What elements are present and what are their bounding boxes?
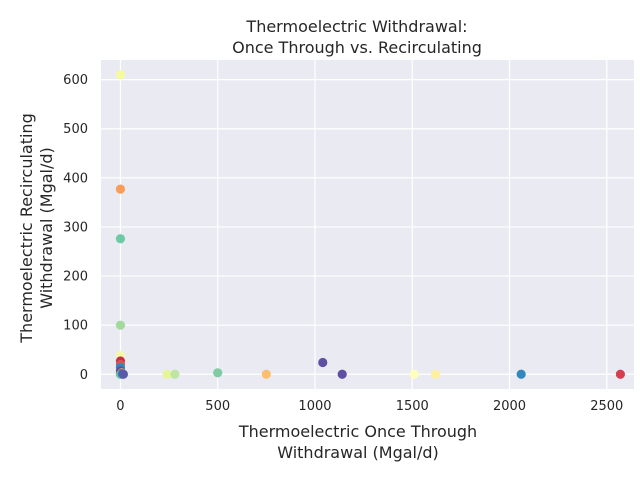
data-point bbox=[261, 369, 271, 379]
y-axis-label: Thermoelectric Recirculating Withdrawal … bbox=[17, 113, 56, 343]
x-tick-label: 2500 bbox=[590, 399, 623, 414]
data-point bbox=[318, 357, 328, 368]
y-tick-label: 200 bbox=[63, 270, 88, 285]
x-tick-label: 2000 bbox=[493, 399, 526, 414]
data-point bbox=[115, 184, 126, 194]
y-tick-label: 100 bbox=[63, 319, 88, 334]
data-point bbox=[409, 369, 419, 379]
plot-area bbox=[101, 60, 634, 389]
data-point bbox=[115, 234, 126, 244]
grid-lines bbox=[101, 60, 634, 389]
y-axis-label-line-1: Thermoelectric Recirculating bbox=[17, 113, 36, 343]
data-point bbox=[115, 70, 126, 80]
y-tick-label: 0 bbox=[80, 368, 88, 383]
data-point bbox=[516, 369, 526, 379]
x-axis-label-line-2: Withdrawal (Mgal/d) bbox=[277, 443, 439, 462]
x-tick-labels: 0 500 1000 1500 2000 2500 bbox=[116, 399, 623, 414]
data-point bbox=[170, 369, 180, 379]
chart-title-line-1: Thermoelectric Withdrawal: bbox=[245, 17, 467, 36]
y-tick-labels: 0 100 200 300 400 500 600 bbox=[63, 73, 88, 383]
x-tick-label: 0 bbox=[116, 399, 124, 414]
y-tick-label: 300 bbox=[63, 220, 88, 235]
chart-title-line-2: Once Through vs. Recirculating bbox=[232, 38, 482, 57]
data-point bbox=[162, 369, 172, 379]
x-axis-label-line-1: Thermoelectric Once Through bbox=[238, 422, 477, 441]
y-tick-label: 600 bbox=[63, 73, 88, 88]
x-tick-label: 1000 bbox=[298, 399, 331, 414]
data-point bbox=[213, 368, 223, 378]
y-tick-label: 400 bbox=[63, 171, 88, 186]
x-tick-label: 500 bbox=[205, 399, 230, 414]
y-axis-label-line-2: Withdrawal (Mgal/d) bbox=[37, 147, 56, 309]
data-point bbox=[115, 320, 126, 330]
y-tick-label: 500 bbox=[63, 122, 88, 137]
data-point bbox=[430, 369, 441, 379]
data-points bbox=[115, 70, 625, 379]
data-point bbox=[337, 369, 347, 379]
data-point bbox=[615, 369, 625, 379]
data-point bbox=[118, 369, 128, 379]
x-tick-label: 1500 bbox=[396, 399, 429, 414]
